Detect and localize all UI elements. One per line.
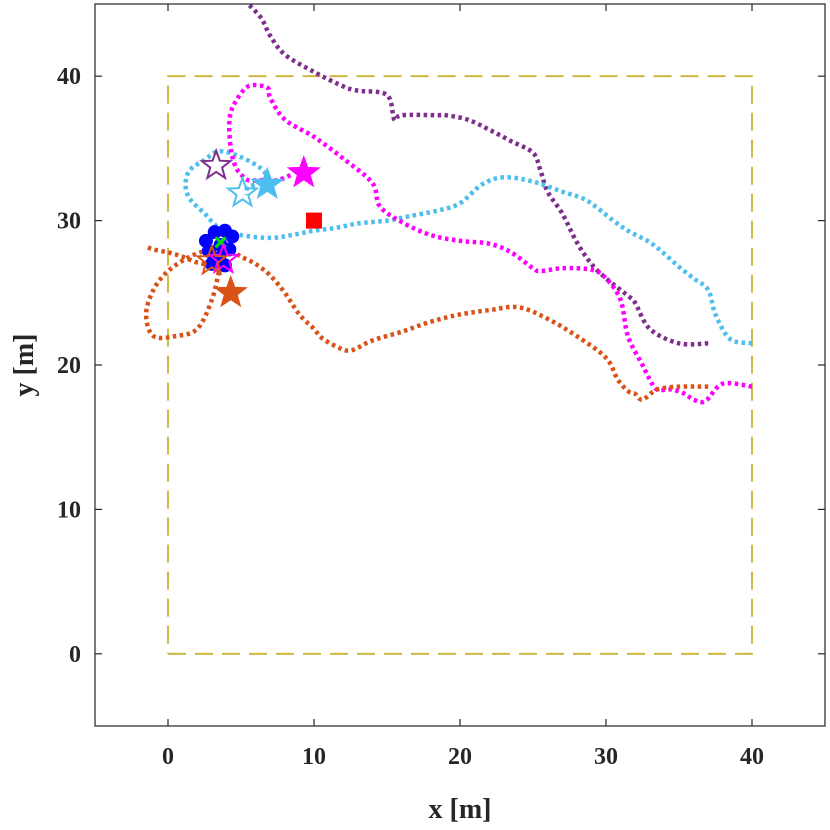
x-tick-label-0: 0 [162,744,174,770]
x-tick-label-20: 20 [448,744,472,770]
plot-content [143,4,753,655]
y-tick-label-20: 20 [57,353,81,379]
cluster-point-2 [207,225,222,240]
axes-box [94,3,826,727]
cluster-point-4 [225,229,240,244]
target-square [306,212,322,229]
magenta-star-open [206,241,241,275]
y-tick-label-10: 10 [57,497,81,523]
cyan-star-filled [250,166,285,200]
x-tick-label-40: 40 [740,744,764,770]
purple-trajectory [246,4,709,347]
magenta-star-filled [286,155,321,188]
x-tick-label-10: 10 [302,744,326,770]
y-tick-label-0: 0 [69,642,81,668]
tick-layer: 0 10 20 30 40 0 10 20 30 40 [57,4,825,770]
orange-trajectory [143,244,709,402]
cyan-star-open [225,175,260,208]
orange-star-filled [213,274,248,308]
orange-star-open [194,243,229,276]
y-tick-label-30: 30 [57,209,81,235]
y-axis-label: y [m] [9,334,40,397]
plot-layer [143,4,753,655]
x-axis-label: x [m] [429,794,492,825]
purple-star-open [199,147,234,181]
area-boundary [167,75,753,655]
x-tick-label-30: 30 [594,744,618,770]
y-tick-label-40: 40 [57,64,81,90]
